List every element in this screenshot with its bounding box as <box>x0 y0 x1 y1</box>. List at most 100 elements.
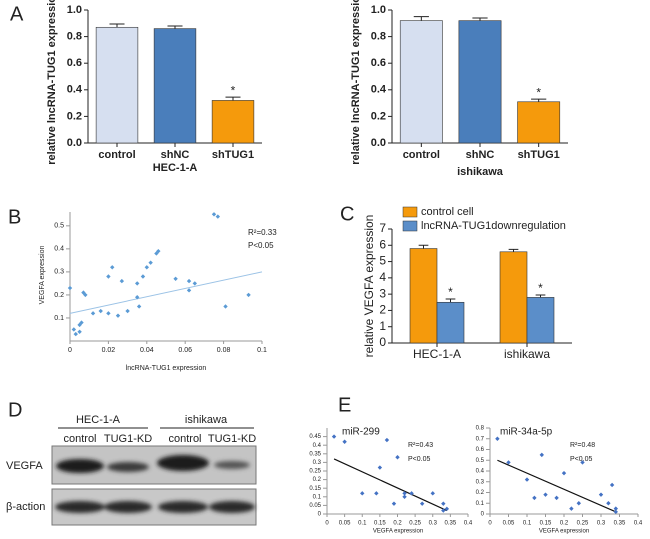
y-tick-label: 0.4 <box>313 443 322 449</box>
point <box>391 501 397 506</box>
error-bar <box>418 244 429 249</box>
y-tick-label: 0.25 <box>309 469 321 475</box>
y-tick-label: 4 <box>379 270 386 284</box>
bar <box>436 301 465 344</box>
y-tick-label: 0.1 <box>313 494 322 500</box>
error-bar <box>109 23 125 28</box>
bar <box>95 26 139 144</box>
point <box>609 482 615 488</box>
band <box>104 501 152 513</box>
point <box>506 460 511 465</box>
point <box>576 501 581 506</box>
x-tick-label: 0.15 <box>540 521 552 527</box>
point <box>215 214 221 219</box>
point <box>173 276 178 282</box>
y-tick-label: 0.1 <box>54 315 64 322</box>
lane-label: TUG1-KD <box>104 433 152 445</box>
point <box>384 437 390 443</box>
x-tick-label: 0 <box>325 521 329 527</box>
y-tick-label: 3 <box>379 286 386 300</box>
point <box>561 470 567 476</box>
significance: * <box>231 83 236 97</box>
point <box>110 265 115 270</box>
group-label: ishikawa <box>185 414 228 426</box>
western-blot: D HEC-1-A ishikawa control TUG1-KD contr… <box>6 399 257 526</box>
y-tick-label: 0.6 <box>371 57 386 69</box>
point <box>554 495 559 501</box>
point <box>148 260 153 265</box>
y-tick-label: 0.2 <box>67 110 82 122</box>
point <box>71 327 77 332</box>
legend-swatch <box>402 206 418 218</box>
error-bar <box>225 96 241 101</box>
point <box>441 508 446 513</box>
band <box>157 455 209 471</box>
x-tick-label: 0.4 <box>634 521 643 527</box>
x-tick-label: 0.35 <box>445 521 457 527</box>
x-tick-label: 0.1 <box>523 521 532 527</box>
x-tick-label: ishikawa <box>504 347 550 361</box>
band <box>214 461 250 469</box>
y-tick-label: 7 <box>379 221 386 235</box>
significance: * <box>448 285 453 299</box>
point <box>402 494 407 499</box>
error-bar <box>167 25 183 29</box>
x-axis-label: HEC-1-A <box>153 162 198 174</box>
point <box>539 452 544 458</box>
y-tick-label: 1.0 <box>371 4 386 16</box>
point <box>211 212 217 217</box>
band <box>209 501 255 513</box>
y-axis-label: relative lncRNA-TUG1 expression <box>46 0 58 165</box>
y-axis-label: relative VEGFA expression <box>362 215 376 358</box>
point <box>136 304 142 309</box>
x-tick-label: 0.25 <box>577 521 589 527</box>
point <box>409 491 414 496</box>
y-tick-label: 0.1 <box>476 501 485 507</box>
y-tick-label: 0.35 <box>309 451 321 457</box>
annotation: R²=0.33 <box>248 228 277 237</box>
x-tick-label: 0.4 <box>464 521 473 527</box>
point <box>374 491 379 496</box>
point <box>543 492 548 497</box>
point <box>395 455 400 460</box>
x-tick-label: 0.02 <box>102 347 116 354</box>
y-tick-label: 0.05 <box>309 503 321 509</box>
x-axis-label: VEGFA expression <box>373 529 423 535</box>
y-axis-label: relative lncRNA-TUG1 expression <box>350 0 362 165</box>
bar <box>211 100 255 144</box>
band <box>158 501 208 513</box>
point <box>360 491 365 496</box>
point <box>135 281 140 286</box>
y-tick-label: 0.3 <box>313 460 322 466</box>
x-tick-label: 0 <box>68 347 72 354</box>
x-tick-label: control <box>403 149 440 161</box>
y-tick-label: 0.6 <box>67 57 82 69</box>
y-tick-label: 0.5 <box>476 458 485 464</box>
legend-swatch <box>402 220 418 232</box>
point <box>144 265 149 270</box>
bar <box>399 20 443 144</box>
y-tick-label: 0 <box>318 512 322 518</box>
point <box>613 509 618 515</box>
point <box>106 311 111 316</box>
annotation: R²=0.43 <box>408 442 433 449</box>
error-bar <box>413 16 429 21</box>
significance: * <box>536 85 541 99</box>
panel-label: D <box>8 399 22 421</box>
y-tick-label: 0.8 <box>371 31 386 43</box>
bar <box>517 101 561 144</box>
lane-label: TUG1-KD <box>208 433 256 445</box>
point <box>342 439 347 444</box>
row-label: VEGFA <box>6 460 43 472</box>
band <box>107 462 149 472</box>
group-label: HEC-1-A <box>76 414 121 426</box>
point <box>77 322 82 328</box>
point <box>331 434 337 439</box>
x-axis-label: lncRNA-TUG1 expression <box>126 365 207 372</box>
bar <box>409 248 438 344</box>
fit-line <box>333 458 448 512</box>
x-tick-label: 0.3 <box>429 521 438 527</box>
lane-label: control <box>63 433 96 445</box>
annotation: P<0.05 <box>408 456 430 463</box>
x-tick-label: 0.25 <box>409 521 421 527</box>
